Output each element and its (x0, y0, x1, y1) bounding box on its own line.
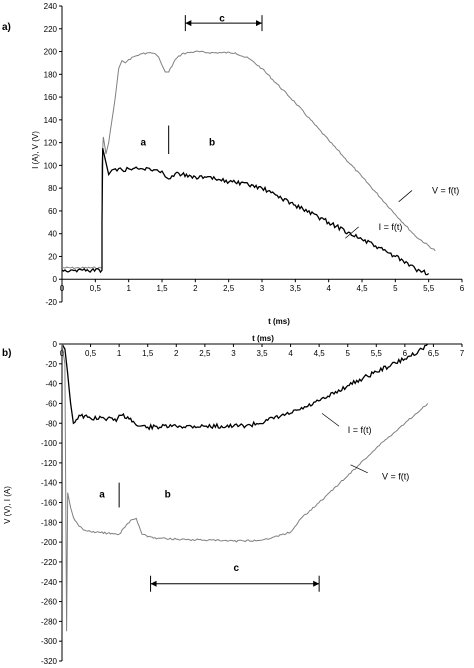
series-line-voltage (61, 343, 429, 632)
x-tick-label: 7 (460, 349, 465, 358)
x-tick-label: 2 (174, 349, 179, 358)
y-tick-label: 180 (44, 70, 58, 79)
x-axis-title: t (ms) (252, 334, 274, 343)
region-label: b (209, 138, 215, 149)
annotation-leader (350, 464, 368, 474)
x-tick-label: 6 (403, 349, 408, 358)
region-label: a (141, 138, 147, 149)
annotation-leader (398, 190, 413, 203)
series-annotation: V = f(t) (382, 472, 409, 482)
series-annotation: I = f(t) (379, 222, 403, 232)
x-tick-label: 2 (193, 284, 198, 293)
y-tick-label: 160 (44, 93, 58, 102)
x-tick-label: 4 (326, 284, 331, 293)
y-tick-label: -60 (45, 399, 57, 408)
x-tick-label: 4,5 (314, 349, 326, 358)
y-tick-label: -180 (41, 518, 58, 527)
y-tick-label: 120 (44, 139, 58, 148)
y-tick-label: 80 (48, 184, 57, 193)
chart-b: 0-20-40-60-80-100-120-140-160-180-200-22… (3, 334, 465, 666)
y-tick-label: 200 (44, 48, 58, 57)
region-c-arrowhead-left (150, 580, 157, 587)
region-label: b (165, 490, 171, 501)
x-tick-label: 2,5 (223, 284, 235, 293)
panel-b-label: b) (2, 348, 11, 359)
annotation-leader (321, 413, 340, 427)
y-tick-label: 140 (44, 116, 58, 125)
y-tick-label: -280 (41, 617, 58, 626)
y-tick-label: -120 (41, 459, 58, 468)
x-tick-label: 3,5 (256, 349, 268, 358)
y-tick-label: -240 (41, 578, 58, 587)
x-tick-label: 6 (460, 284, 465, 293)
region-label: c (234, 563, 240, 574)
x-tick-label: 1 (117, 349, 122, 358)
y-axis-title: V (V), I (A) (3, 486, 12, 524)
x-tick-label: 0,5 (90, 284, 102, 293)
series-annotation: I = f(t) (348, 425, 372, 435)
x-tick-label: 2,5 (199, 349, 211, 358)
region-c-arrowhead-right (313, 580, 320, 587)
y-tick-label: -100 (41, 439, 58, 448)
x-tick-label: 5 (345, 349, 350, 358)
region-c-arrowhead-right (256, 20, 262, 27)
x-tick-label: 6,5 (428, 349, 440, 358)
y-tick-label: -160 (41, 499, 58, 508)
y-tick-label: -300 (41, 637, 58, 646)
y-tick-label: -20 (45, 298, 57, 307)
y-axis-title: I (A), V (V) (31, 131, 40, 169)
y-tick-label: 0 (53, 340, 58, 349)
series-line-voltage (62, 50, 436, 270)
y-tick-label: -140 (41, 479, 58, 488)
y-tick-label: 220 (44, 25, 58, 34)
y-tick-label: -20 (45, 360, 57, 369)
y-tick-label: 240 (44, 2, 58, 11)
region-label: c (219, 14, 225, 25)
region-c-arrowhead-left (185, 20, 192, 27)
y-tick-label: 0 (53, 275, 58, 284)
y-tick-label: 60 (48, 207, 57, 216)
x-tick-label: 4 (288, 349, 293, 358)
y-tick-label: 40 (48, 230, 57, 239)
y-tick-label: 20 (48, 252, 57, 261)
x-tick-label: 5 (393, 284, 398, 293)
x-tick-label: 4,5 (356, 284, 368, 293)
x-tick-label: 1,5 (156, 284, 168, 293)
x-tick-label: 3 (260, 284, 265, 293)
y-tick-label: -320 (41, 657, 58, 666)
series-annotation: V = f(t) (432, 185, 459, 195)
x-axis-title: t (ms) (268, 317, 290, 326)
y-tick-label: -80 (45, 419, 57, 428)
series-line-current (61, 343, 429, 431)
x-tick-label: 0 (60, 284, 65, 293)
y-tick-label: 100 (44, 161, 58, 170)
x-tick-label: 3 (231, 349, 236, 358)
x-tick-label: 5,5 (371, 349, 383, 358)
x-tick-label: 5,5 (423, 284, 435, 293)
x-tick-label: 0,5 (85, 349, 97, 358)
x-tick-label: 0 (60, 349, 65, 358)
y-tick-label: -260 (41, 598, 58, 607)
y-tick-label: -220 (41, 558, 58, 567)
y-tick-label: -40 (45, 380, 57, 389)
x-tick-label: 3,5 (290, 284, 302, 293)
panel-a-label: a) (2, 22, 11, 33)
region-label: a (99, 490, 105, 501)
x-tick-label: 1,5 (142, 349, 154, 358)
y-tick-label: -200 (41, 538, 58, 547)
series-line-current (61, 148, 430, 276)
annotation-leader (345, 226, 359, 239)
x-tick-label: 1 (126, 284, 131, 293)
